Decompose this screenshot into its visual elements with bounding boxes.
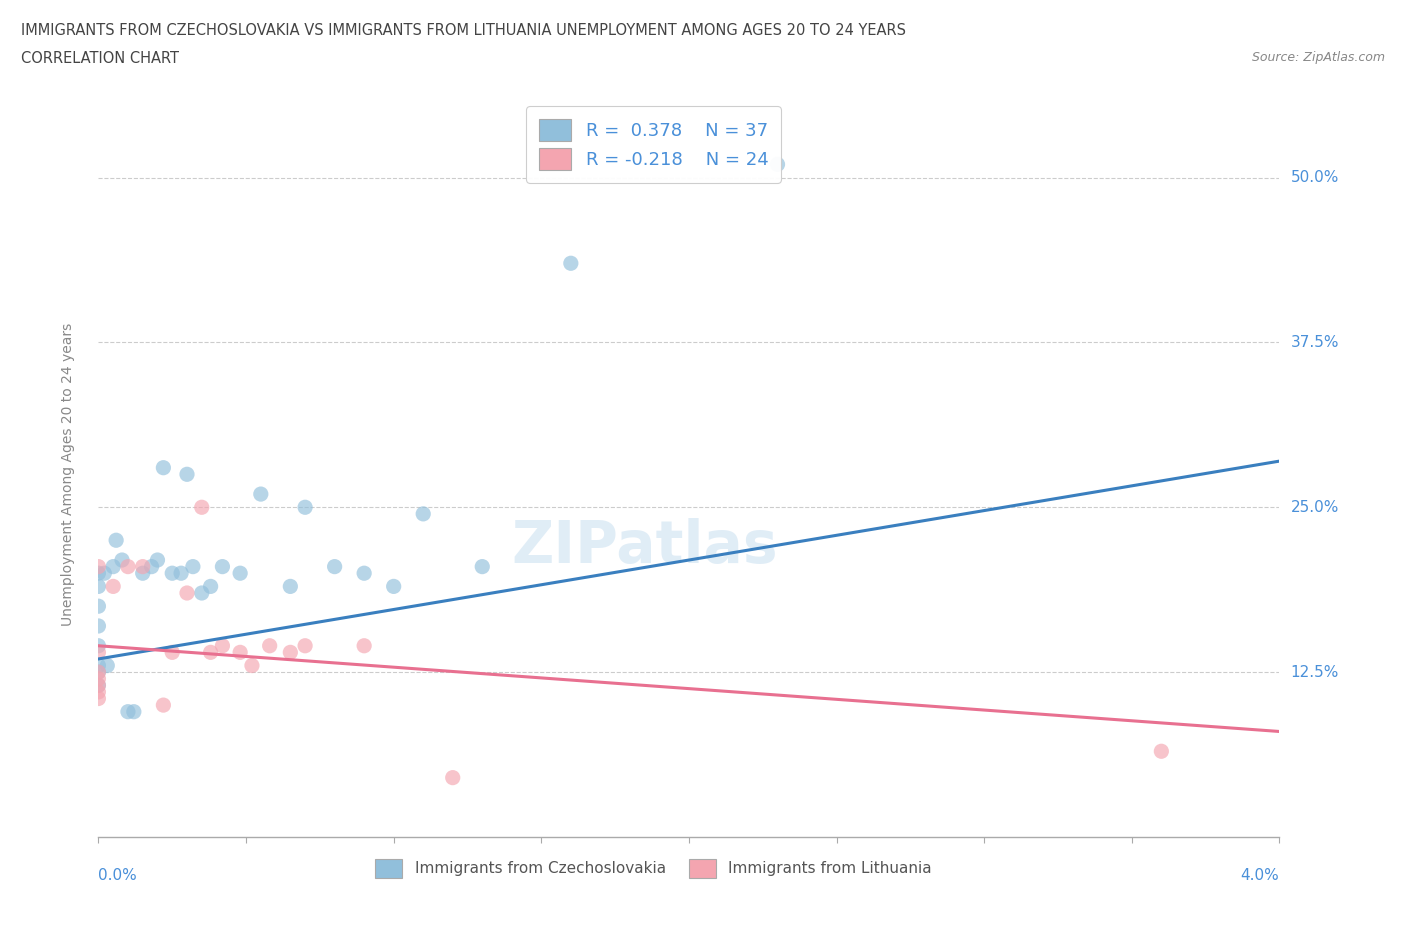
Point	[105, 533, 128, 548]
Text: 25.0%: 25.0%	[1291, 499, 1339, 515]
Point	[87, 559, 110, 574]
Text: 37.5%: 37.5%	[1291, 335, 1339, 350]
Point	[382, 579, 405, 594]
Point	[766, 157, 789, 172]
Point	[87, 644, 110, 659]
Point	[93, 565, 115, 580]
Text: 0.0%: 0.0%	[98, 868, 138, 883]
Point	[441, 770, 464, 785]
Point	[111, 552, 134, 567]
Point	[87, 691, 110, 706]
Y-axis label: Unemployment Among Ages 20 to 24 years: Unemployment Among Ages 20 to 24 years	[60, 323, 75, 626]
Point	[1150, 744, 1173, 759]
Point	[162, 644, 183, 659]
Point	[87, 671, 110, 686]
Point	[294, 499, 316, 514]
Point	[87, 565, 110, 580]
Point	[200, 579, 222, 594]
Point	[103, 579, 125, 594]
Point	[560, 256, 582, 271]
Point	[471, 559, 494, 574]
Point	[87, 618, 110, 633]
Point	[96, 658, 118, 673]
Point	[176, 467, 198, 482]
Point	[152, 698, 174, 712]
Point	[229, 565, 252, 580]
Legend: Immigrants from Czechoslovakia, Immigrants from Lithuania: Immigrants from Czechoslovakia, Immigran…	[368, 853, 938, 884]
Point	[87, 665, 110, 680]
Text: IMMIGRANTS FROM CZECHOSLOVAKIA VS IMMIGRANTS FROM LITHUANIA UNEMPLOYMENT AMONG A: IMMIGRANTS FROM CZECHOSLOVAKIA VS IMMIGR…	[21, 23, 905, 38]
Text: 50.0%: 50.0%	[1291, 170, 1339, 185]
Point	[191, 586, 214, 601]
Point	[141, 559, 163, 574]
Point	[353, 565, 375, 580]
Point	[211, 559, 233, 574]
Point	[87, 678, 110, 693]
Point	[87, 684, 110, 699]
Point	[152, 460, 174, 475]
Point	[294, 638, 316, 653]
Point	[280, 644, 302, 659]
Point	[87, 599, 110, 614]
Point	[87, 658, 110, 673]
Point	[259, 638, 281, 653]
Point	[170, 565, 193, 580]
Point	[117, 704, 139, 719]
Point	[200, 644, 222, 659]
Point	[250, 486, 273, 501]
Point	[103, 559, 125, 574]
Point	[176, 586, 198, 601]
Point	[323, 559, 346, 574]
Point	[353, 638, 375, 653]
Point	[181, 559, 204, 574]
Point	[87, 665, 110, 680]
Point	[146, 552, 169, 567]
Text: 4.0%: 4.0%	[1240, 868, 1279, 883]
Point	[87, 678, 110, 693]
Text: ZIPatlas: ZIPatlas	[512, 518, 778, 576]
Text: Source: ZipAtlas.com: Source: ZipAtlas.com	[1251, 51, 1385, 64]
Point	[412, 507, 434, 522]
Point	[87, 579, 110, 594]
Point	[132, 559, 155, 574]
Point	[122, 704, 145, 719]
Point	[211, 638, 233, 653]
Text: CORRELATION CHART: CORRELATION CHART	[21, 51, 179, 66]
Text: 12.5%: 12.5%	[1291, 665, 1339, 680]
Point	[240, 658, 263, 673]
Point	[87, 638, 110, 653]
Point	[162, 565, 183, 580]
Point	[280, 579, 302, 594]
Point	[132, 565, 155, 580]
Point	[229, 644, 252, 659]
Point	[191, 499, 214, 514]
Point	[117, 559, 139, 574]
